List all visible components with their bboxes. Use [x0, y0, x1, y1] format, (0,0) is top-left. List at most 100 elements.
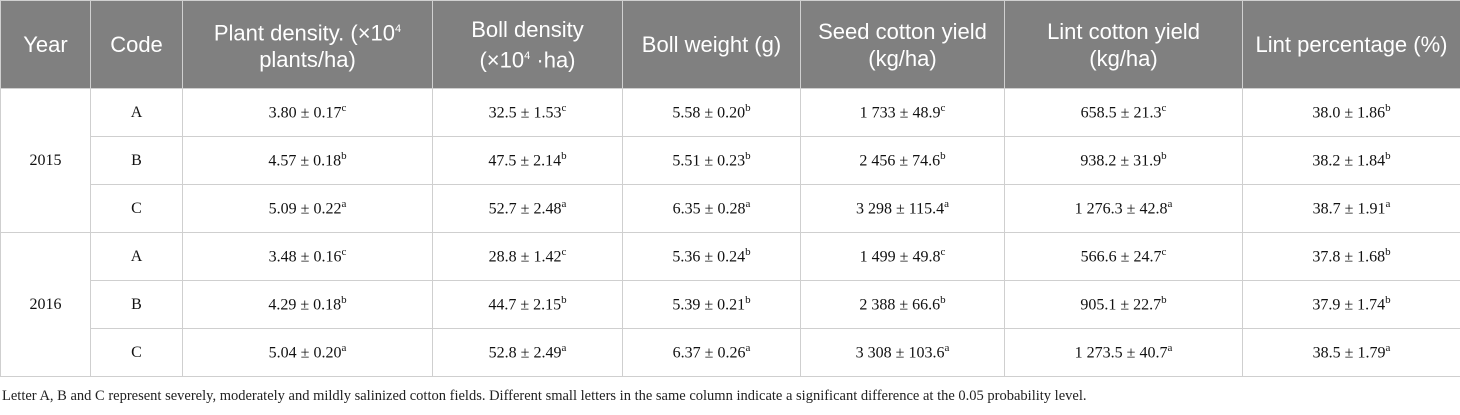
- cell-text: Year: [23, 32, 68, 57]
- superscript: a: [561, 198, 567, 211]
- superscript: b: [1385, 150, 1391, 163]
- superscript: b: [341, 294, 347, 307]
- value-cell: 38.2 ± 1.84b: [1242, 136, 1460, 185]
- header-cell: Plant density. (×104 plants/ha): [182, 0, 433, 89]
- cell-text: 5.04 ± 0.20: [268, 344, 342, 362]
- header-cell: Lint percentage (%): [1242, 0, 1460, 89]
- cell-text: 2 388 ± 66.6: [859, 296, 941, 314]
- cell-text: A: [130, 247, 143, 265]
- superscript: c: [561, 246, 567, 259]
- table-row: B 4.29 ± 0.18b 44.7 ± 2.15b 5.39 ± 0.21b 2 3…: [1, 280, 1460, 329]
- code-cell: A: [90, 88, 183, 137]
- cell-text: 5.58 ± 0.20: [672, 104, 746, 122]
- data-table: Year Code Plant density. (×104 plants/ha) B…: [0, 0, 1460, 377]
- cell-text: 38.5 ± 1.79: [1312, 344, 1386, 362]
- cell-text: 37.9 ± 1.74: [1312, 296, 1386, 314]
- header-row: Year Code Plant density. (×104 plants/ha) B…: [0, 0, 1460, 89]
- cell-text: 1 273.5 ± 40.7: [1074, 344, 1168, 362]
- value-cell: 52.7 ± 2.48a: [432, 184, 623, 233]
- value-cell: 905.1 ± 22.7b: [1004, 280, 1243, 329]
- superscript: b: [1161, 150, 1167, 163]
- value-cell: 566.6 ± 24.7c: [1004, 232, 1243, 281]
- cell-text: 2015: [29, 151, 62, 169]
- superscript: 4: [524, 49, 531, 62]
- cell-text: Boll density (×10: [471, 16, 584, 73]
- cell-text: 52.8 ± 2.49: [488, 344, 562, 362]
- year-cell: 2015: [0, 88, 91, 233]
- superscript: b: [940, 294, 946, 307]
- cell-text: 1 276.3 ± 42.8: [1074, 200, 1168, 218]
- value-cell: 5.58 ± 0.20b: [622, 88, 801, 137]
- code-cell: B: [90, 136, 183, 185]
- superscript: c: [341, 102, 347, 115]
- superscript: b: [1385, 102, 1391, 115]
- value-cell: 38.0 ± 1.86b: [1242, 88, 1460, 137]
- value-cell: 1 733 ± 48.9c: [800, 88, 1005, 137]
- code-cell: B: [90, 280, 183, 329]
- cell-text: 52.7 ± 2.48: [488, 200, 562, 218]
- value-cell: 3 298 ± 115.4a: [800, 184, 1005, 233]
- value-cell: 4.29 ± 0.18b: [182, 280, 433, 329]
- cell-text: Lint cotton yield (kg/ha): [1047, 18, 1200, 71]
- value-cell: 3.80 ± 0.17c: [182, 88, 433, 137]
- cell-text: 1 733 ± 48.9: [859, 104, 941, 122]
- superscript: a: [1167, 198, 1173, 211]
- cell-text: 5.51 ± 0.23: [672, 152, 746, 170]
- cell-text: Seed cotton yield (kg/ha): [818, 18, 987, 71]
- value-cell: 52.8 ± 2.49a: [432, 328, 623, 377]
- cell-text: plants/ha): [259, 47, 356, 73]
- superscript: b: [745, 294, 751, 307]
- value-cell: 5.39 ± 0.21b: [622, 280, 801, 329]
- header-cell: Boll density (×104 ·ha): [432, 0, 623, 89]
- superscript: c: [1161, 246, 1167, 259]
- superscript: a: [1167, 342, 1173, 355]
- cell-text: ·ha): [530, 47, 576, 73]
- value-cell: 38.5 ± 1.79a: [1242, 328, 1460, 377]
- superscript: c: [1161, 102, 1167, 115]
- cell-text: 6.35 ± 0.28: [672, 200, 746, 218]
- value-cell: 38.7 ± 1.91a: [1242, 184, 1460, 233]
- code-cell: C: [90, 184, 183, 233]
- cell-text: 37.8 ± 1.68: [1312, 248, 1386, 266]
- superscript: c: [341, 246, 347, 259]
- table-row: 2016 A 3.48 ± 0.16c 28.8 ± 1.42c 5.36 ± 0.24…: [0, 232, 1460, 377]
- cell-text: 658.5 ± 21.3: [1080, 104, 1162, 122]
- header-cell: Code: [90, 0, 183, 89]
- superscript: b: [745, 246, 751, 259]
- cell-text: Lint percentage (%): [1255, 32, 1448, 57]
- cell-text: C: [131, 343, 142, 361]
- value-cell: 2 388 ± 66.6b: [800, 280, 1005, 329]
- header-cell: Year: [0, 0, 91, 89]
- superscript: a: [1385, 198, 1391, 211]
- cell-text: 4.29 ± 0.18: [268, 296, 342, 314]
- superscript: b: [561, 294, 567, 307]
- footnote: Letter A, B and C represent severely, mo…: [2, 388, 1087, 404]
- cell-text: 3.80 ± 0.17: [268, 104, 342, 122]
- value-cell: 28.8 ± 1.42c: [432, 232, 623, 281]
- cell-text: 566.6 ± 24.7: [1080, 248, 1162, 266]
- header-cell: Seed cotton yield (kg/ha): [800, 0, 1005, 89]
- superscript: b: [940, 150, 946, 163]
- cell-text: 5.36 ± 0.24: [672, 248, 746, 266]
- superscript: b: [745, 150, 751, 163]
- cell-text: 4.57 ± 0.18: [268, 152, 342, 170]
- header-cell: Lint cotton yield (kg/ha): [1004, 0, 1243, 89]
- superscript: c: [940, 102, 946, 115]
- value-cell: 37.9 ± 1.74b: [1242, 280, 1460, 329]
- cell-text: 3 298 ± 115.4: [855, 200, 945, 218]
- value-cell: 5.36 ± 0.24b: [622, 232, 801, 281]
- superscript: b: [1385, 294, 1391, 307]
- cell-text: B: [131, 295, 142, 313]
- superscript: c: [561, 102, 567, 115]
- superscript: a: [341, 198, 347, 211]
- table-row: C 5.04 ± 0.20a 52.8 ± 2.49a 6.37 ± 0.26a 3 3…: [1, 328, 1460, 377]
- value-cell: 47.5 ± 2.14b: [432, 136, 623, 185]
- cell-text: 38.0 ± 1.86: [1312, 104, 1386, 122]
- cell-text: 2016: [29, 295, 62, 313]
- cell-text: 1 499 ± 49.8: [859, 248, 941, 266]
- cell-text: 3 308 ± 103.6: [855, 344, 945, 362]
- cell-text: 28.8 ± 1.42: [488, 248, 562, 266]
- cell-text: Code: [110, 32, 163, 57]
- cell-text: 5.39 ± 0.21: [672, 296, 746, 314]
